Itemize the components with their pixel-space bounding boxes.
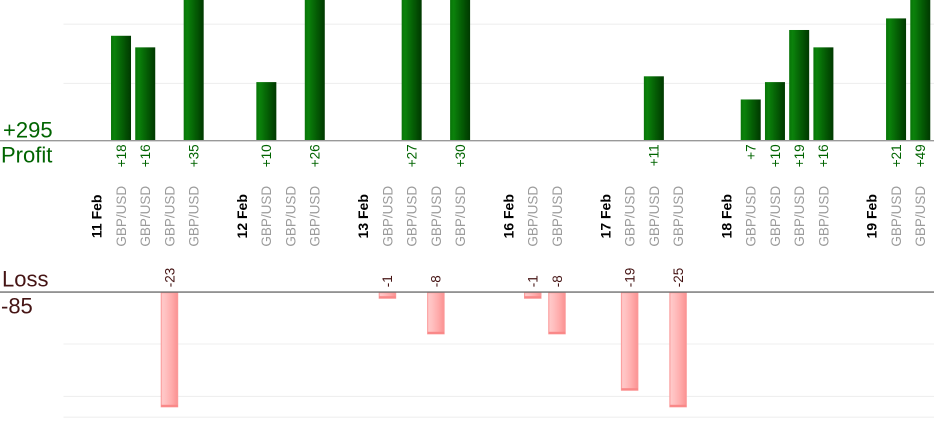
svg-text:+16: +16	[138, 144, 153, 167]
svg-text:GBP/USD: GBP/USD	[380, 186, 395, 247]
svg-text:GBP/USD: GBP/USD	[453, 186, 468, 247]
svg-text:-25: -25	[671, 268, 686, 288]
svg-text:18 Feb: 18 Feb	[718, 194, 734, 238]
svg-text:+21: +21	[889, 144, 904, 167]
svg-text:GBP/USD: GBP/USD	[283, 186, 298, 247]
svg-text:+19: +19	[792, 144, 807, 167]
svg-text:GBP/USD: GBP/USD	[550, 186, 565, 247]
svg-text:GBP/USD: GBP/USD	[913, 186, 928, 247]
svg-text:11 Feb: 11 Feb	[89, 195, 105, 239]
svg-text:GBP/USD: GBP/USD	[744, 186, 759, 247]
svg-text:GBP/USD: GBP/USD	[792, 186, 807, 247]
svg-text:+16: +16	[816, 144, 831, 167]
svg-text:+49: +49	[913, 144, 928, 167]
svg-text:GBP/USD: GBP/USD	[768, 186, 783, 247]
svg-text:12 Feb: 12 Feb	[234, 194, 250, 238]
svg-text:GBP/USD: GBP/USD	[816, 186, 831, 247]
svg-text:Loss: Loss	[2, 267, 48, 292]
svg-text:GBP/USD: GBP/USD	[138, 186, 153, 247]
svg-text:+26: +26	[308, 144, 323, 167]
svg-text:16 Feb: 16 Feb	[500, 194, 516, 238]
svg-text:GBP/USD: GBP/USD	[671, 186, 686, 247]
svg-text:+7: +7	[744, 144, 759, 159]
svg-text:-19: -19	[622, 268, 637, 288]
svg-text:-85: -85	[1, 293, 33, 318]
svg-text:+30: +30	[453, 144, 468, 167]
svg-text:GBP/USD: GBP/USD	[162, 186, 177, 247]
svg-text:GBP/USD: GBP/USD	[889, 186, 904, 247]
svg-text:+18: +18	[114, 144, 129, 167]
svg-text:GBP/USD: GBP/USD	[187, 186, 202, 247]
svg-text:+11: +11	[647, 144, 662, 166]
svg-text:-8: -8	[429, 275, 444, 287]
svg-text:+295: +295	[3, 117, 53, 142]
svg-text:-8: -8	[550, 275, 565, 287]
svg-text:GBP/USD: GBP/USD	[647, 186, 662, 247]
svg-text:17 Feb: 17 Feb	[597, 194, 613, 238]
svg-text:-1: -1	[526, 275, 541, 287]
svg-text:+10: +10	[768, 144, 783, 167]
svg-text:GBP/USD: GBP/USD	[308, 186, 323, 247]
svg-text:GBP/USD: GBP/USD	[429, 186, 444, 247]
svg-text:GBP/USD: GBP/USD	[623, 186, 638, 247]
svg-text:13 Feb: 13 Feb	[355, 194, 371, 238]
svg-text:-1: -1	[380, 275, 395, 287]
svg-text:Profit: Profit	[1, 143, 52, 168]
svg-text:+27: +27	[404, 144, 419, 167]
svg-text:-23: -23	[162, 268, 177, 288]
svg-text:+10: +10	[259, 144, 274, 167]
svg-text:GBP/USD: GBP/USD	[405, 186, 420, 247]
svg-text:GBP/USD: GBP/USD	[114, 186, 129, 247]
svg-text:GBP/USD: GBP/USD	[259, 186, 274, 247]
svg-text:+35: +35	[186, 144, 201, 167]
svg-text:GBP/USD: GBP/USD	[526, 186, 541, 247]
svg-text:19 Feb: 19 Feb	[864, 194, 880, 238]
